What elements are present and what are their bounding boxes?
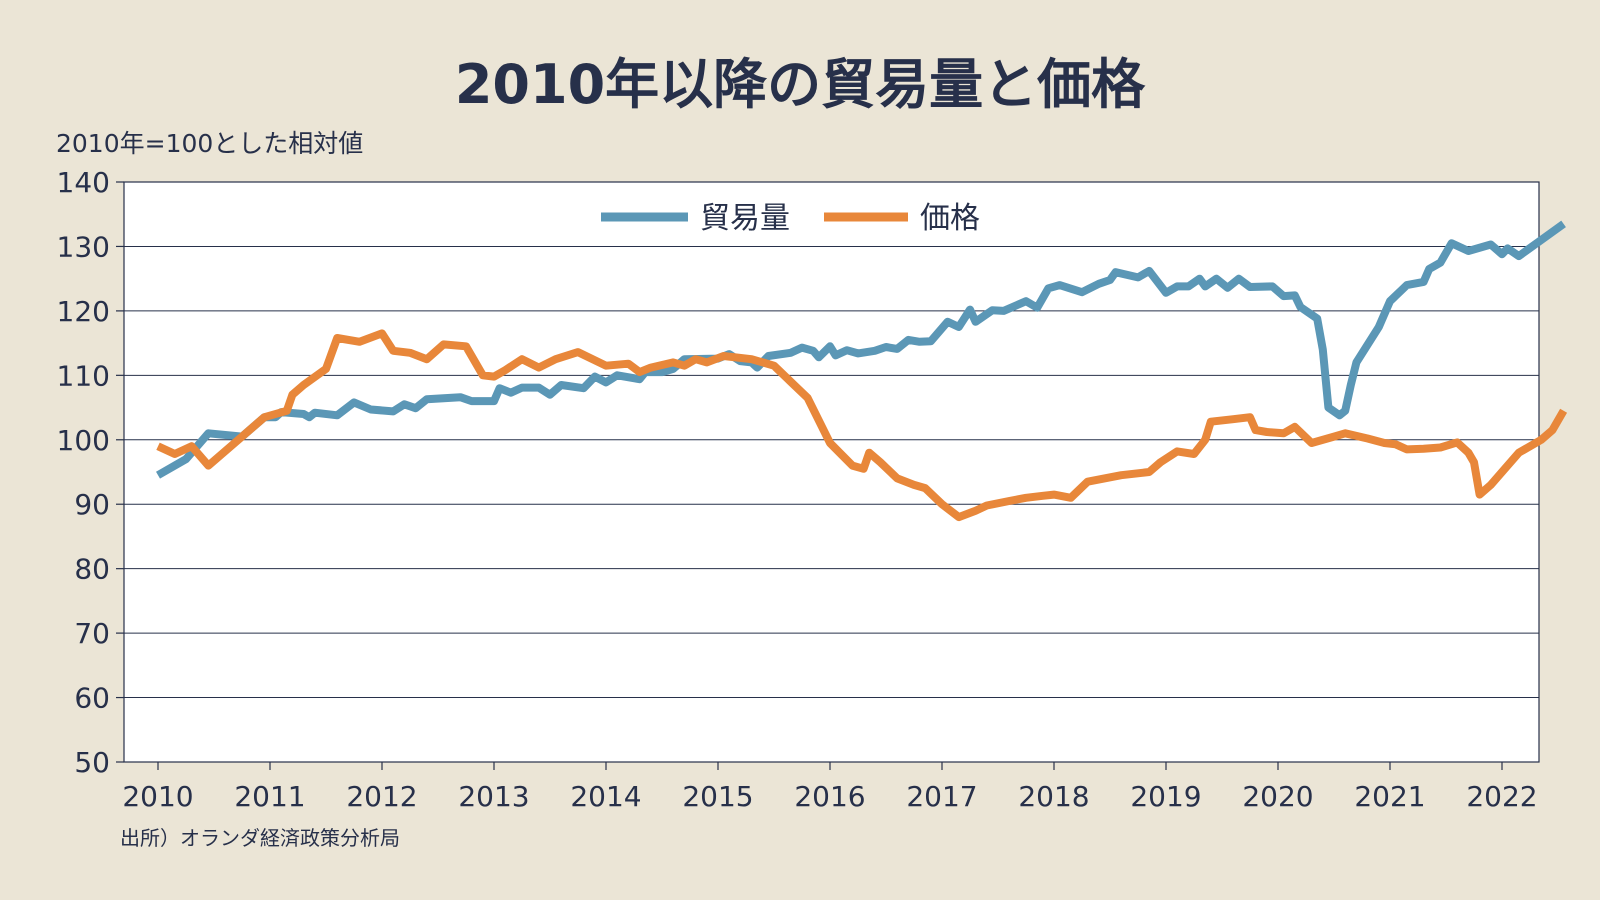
y-tick-label: 60 bbox=[74, 682, 110, 715]
y-tick-label: 50 bbox=[74, 746, 110, 779]
plot-area bbox=[123, 181, 1540, 763]
x-tick-label: 2013 bbox=[458, 780, 529, 813]
x-tick-label: 2019 bbox=[1130, 780, 1201, 813]
y-tick-label: 120 bbox=[57, 295, 110, 328]
x-tick-label: 2015 bbox=[682, 780, 753, 813]
legend-label: 貿易量 bbox=[700, 201, 790, 236]
y-axis-label: 2010年=100とした相対値 bbox=[56, 129, 364, 158]
x-tick-label: 2016 bbox=[794, 780, 865, 813]
y-tick-label: 110 bbox=[57, 359, 110, 392]
series-lines bbox=[156, 220, 1568, 522]
chart-title: 2010年以降の貿易量と価格 bbox=[454, 53, 1146, 116]
y-tick-label: 140 bbox=[57, 166, 110, 199]
x-tick-label: 2021 bbox=[1354, 780, 1425, 813]
series-line-price bbox=[156, 329, 1568, 522]
y-tick-label: 80 bbox=[74, 553, 110, 586]
legend: 貿易量 価格 bbox=[601, 201, 980, 236]
series-line-volume bbox=[156, 220, 1566, 479]
x-tick-label: 2017 bbox=[906, 780, 977, 813]
source-note: 出所）オランダ経済政策分析局 bbox=[120, 826, 400, 850]
y-tick-label: 90 bbox=[74, 488, 110, 521]
x-tick-label: 2012 bbox=[346, 780, 417, 813]
y-tick-label: 100 bbox=[57, 424, 110, 457]
x-tick-label: 2018 bbox=[1018, 780, 1089, 813]
y-tick-label: 130 bbox=[57, 230, 110, 263]
x-tick-label: 2010 bbox=[122, 780, 193, 813]
axis-ticks: 50 60 70 80 90 100 110 120 130 140 2010 2011 2012 201… bbox=[57, 166, 1538, 813]
x-tick-label: 2020 bbox=[1242, 780, 1313, 813]
y-tick-label: 70 bbox=[74, 617, 110, 650]
x-tick-label: 2014 bbox=[570, 780, 641, 813]
x-tick-label: 2011 bbox=[234, 780, 305, 813]
x-tick-label: 2022 bbox=[1466, 780, 1537, 813]
legend-label: 価格 bbox=[920, 201, 980, 236]
